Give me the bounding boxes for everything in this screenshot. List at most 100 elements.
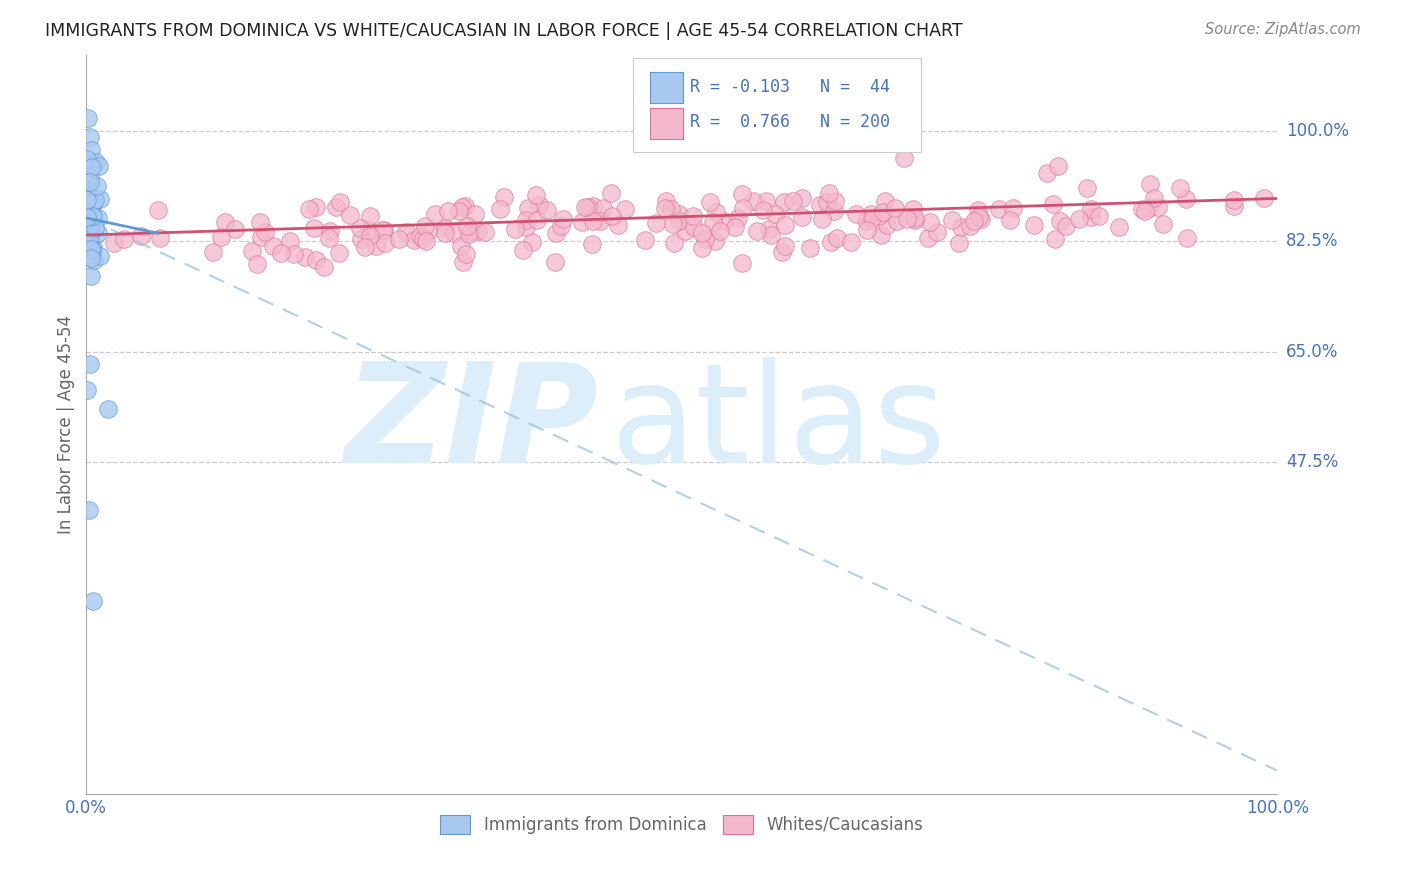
Point <box>515 219 537 234</box>
Point <box>1088 210 1111 224</box>
Point <box>214 215 236 229</box>
Point <box>76 219 98 234</box>
Point <box>818 186 841 201</box>
Point <box>80 196 103 211</box>
Point <box>474 225 496 239</box>
Point <box>752 202 775 217</box>
Point <box>1253 191 1275 205</box>
Point <box>374 236 396 251</box>
Point <box>240 244 263 259</box>
Point <box>709 224 731 238</box>
Point <box>515 212 537 227</box>
Point <box>872 205 894 219</box>
Point <box>79 358 101 372</box>
Point <box>917 231 939 245</box>
Point <box>77 161 100 176</box>
Point <box>1130 202 1153 217</box>
Point <box>815 195 838 210</box>
Point <box>97 401 120 416</box>
Point <box>305 252 328 267</box>
Point <box>574 200 596 214</box>
Point <box>450 238 472 252</box>
Point <box>903 202 925 216</box>
Point <box>76 184 98 198</box>
Point <box>84 220 107 235</box>
Point <box>522 235 544 249</box>
Point <box>654 194 676 209</box>
Point <box>589 214 612 228</box>
Point <box>925 225 948 239</box>
Point <box>1177 231 1199 245</box>
Point <box>600 209 623 223</box>
Point <box>959 219 981 234</box>
Point <box>82 594 104 608</box>
Point <box>76 383 98 397</box>
Point <box>512 243 534 257</box>
Point <box>581 237 603 252</box>
Point <box>544 226 567 240</box>
Y-axis label: In Labor Force | Age 45-54: In Labor Force | Age 45-54 <box>58 315 75 534</box>
Point <box>673 224 696 238</box>
Point <box>87 226 110 240</box>
Point <box>1222 199 1244 213</box>
Point <box>1022 218 1045 232</box>
Point <box>896 211 918 226</box>
Point <box>246 256 269 270</box>
Point <box>1133 204 1156 219</box>
Point <box>458 227 481 241</box>
Point <box>893 151 915 165</box>
Point <box>434 221 457 235</box>
Point <box>988 202 1011 217</box>
Point <box>329 194 352 209</box>
Point <box>745 224 768 238</box>
Point <box>249 229 271 244</box>
Point <box>254 225 277 239</box>
Point <box>820 235 842 249</box>
Text: atlas: atlas <box>610 357 946 491</box>
Point <box>949 220 972 235</box>
Point <box>467 224 489 238</box>
Point <box>1174 192 1197 206</box>
Point <box>366 239 388 253</box>
Point <box>1139 178 1161 192</box>
Point <box>80 160 103 174</box>
Point <box>699 194 721 209</box>
Point <box>1146 200 1168 214</box>
Text: R =  0.766   N = 200: R = 0.766 N = 200 <box>690 113 890 131</box>
Point <box>1046 159 1069 173</box>
Point <box>963 213 986 227</box>
Point <box>855 223 877 237</box>
Point <box>82 199 104 213</box>
Point <box>79 170 101 185</box>
Point <box>536 202 558 217</box>
Point <box>86 211 108 226</box>
Point <box>773 219 796 233</box>
Point <box>668 213 690 227</box>
Point <box>855 214 877 228</box>
Point <box>80 143 103 157</box>
Point <box>76 219 98 233</box>
Point <box>970 212 993 227</box>
Point <box>79 228 101 243</box>
Point <box>654 201 676 215</box>
Point <box>683 219 706 234</box>
Point <box>79 175 101 189</box>
Point <box>1000 212 1022 227</box>
Point <box>350 231 373 245</box>
Point <box>84 193 107 207</box>
Point <box>373 223 395 237</box>
Text: ZIP: ZIP <box>344 357 599 491</box>
Point <box>460 224 482 238</box>
Point <box>799 242 821 256</box>
Point <box>82 244 104 258</box>
Point <box>328 245 350 260</box>
Point <box>613 202 636 216</box>
Point <box>76 152 98 166</box>
Point <box>758 221 780 235</box>
Point <box>773 239 796 253</box>
Point <box>82 240 104 254</box>
Point <box>839 235 862 249</box>
Point <box>112 232 135 246</box>
Point <box>1143 191 1166 205</box>
Point <box>294 250 316 264</box>
